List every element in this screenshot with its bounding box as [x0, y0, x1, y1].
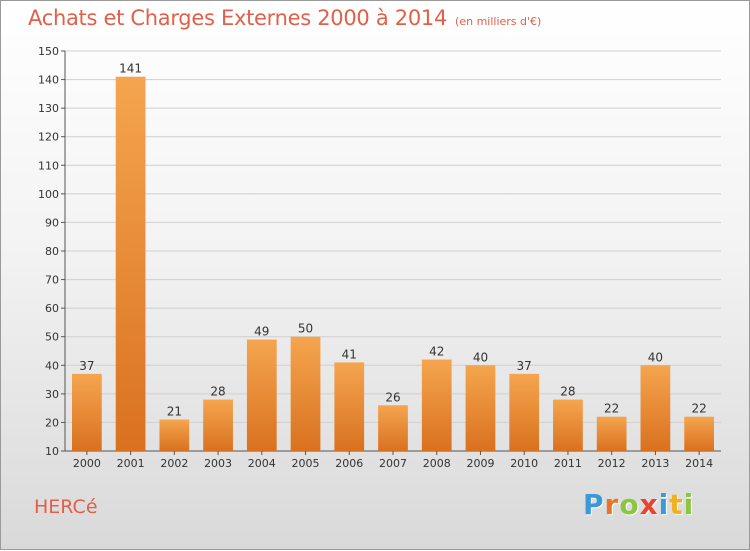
x-tick-label-2009: 2009 — [466, 457, 494, 470]
x-tick-label-2003: 2003 — [204, 457, 232, 470]
data-label-2013: 40 — [648, 350, 663, 364]
y-tick-label: 70 — [45, 274, 59, 287]
data-label-2008: 42 — [429, 345, 444, 359]
chart-unit: (en milliers d'€) — [455, 15, 542, 28]
bar-2004 — [246, 339, 277, 451]
x-tick-label-2006: 2006 — [335, 457, 363, 470]
bar-2006 — [334, 362, 365, 451]
data-label-2009: 40 — [473, 350, 488, 364]
y-tick-label: 100 — [38, 188, 59, 201]
data-label-2007: 26 — [385, 390, 400, 404]
data-label-2005: 50 — [298, 322, 313, 336]
logo-letter: i — [658, 488, 670, 521]
y-tick-label: 60 — [45, 302, 59, 315]
data-label-2011: 28 — [560, 385, 575, 399]
y-tick-label: 40 — [45, 359, 59, 372]
data-label-2012: 22 — [604, 402, 619, 416]
y-tick-label: 50 — [45, 331, 59, 344]
data-label-2014: 22 — [691, 402, 706, 416]
y-tick-label: 30 — [45, 388, 59, 401]
bar-2013 — [640, 365, 671, 451]
y-tick-label: 20 — [45, 416, 59, 429]
y-tick-label: 90 — [45, 216, 59, 229]
data-label-2001: 141 — [119, 62, 142, 76]
x-tick-label-2013: 2013 — [641, 457, 669, 470]
bar-2002 — [159, 419, 190, 451]
x-tick-label-2001: 2001 — [117, 457, 145, 470]
y-tick-label: 10 — [45, 445, 59, 458]
y-tick-label: 80 — [45, 245, 59, 258]
bar-2000 — [71, 373, 102, 451]
x-tick-label-2008: 2008 — [423, 457, 451, 470]
chart-title-text: Achats et Charges Externes 2000 à 2014 — [28, 6, 448, 30]
bar-2001 — [115, 76, 146, 451]
logo-letter: t — [669, 488, 684, 521]
logo-letter: o — [619, 488, 640, 521]
bar-2007 — [378, 405, 408, 451]
x-tick-label-2000: 2000 — [73, 457, 101, 470]
bar-2003 — [203, 399, 233, 451]
data-label-2006: 41 — [342, 347, 357, 361]
place-name: HERCé — [34, 496, 98, 518]
logo-letter: i — [683, 488, 695, 521]
data-label-2000: 37 — [79, 359, 94, 373]
logo-letter: x — [639, 488, 659, 521]
data-label-2002: 21 — [167, 405, 182, 419]
bar-2011 — [553, 399, 583, 451]
y-tick-label: 140 — [38, 74, 59, 87]
bar-2008 — [421, 359, 452, 451]
bar-2012 — [596, 416, 627, 451]
x-tick-label-2002: 2002 — [160, 457, 188, 470]
data-label-2003: 28 — [210, 385, 225, 399]
bar-2009 — [465, 365, 496, 451]
bar-2014 — [684, 416, 715, 451]
x-tick-label-2007: 2007 — [379, 457, 407, 470]
x-tick-label-2011: 2011 — [554, 457, 582, 470]
y-tick-label: 130 — [38, 102, 59, 115]
bar-2005 — [290, 336, 321, 451]
x-tick-label-2004: 2004 — [248, 457, 276, 470]
bar-2010 — [509, 373, 540, 451]
y-tick-label: 120 — [38, 131, 59, 144]
y-tick-label: 110 — [38, 159, 59, 172]
x-tick-label-2010: 2010 — [510, 457, 538, 470]
logo-letter: P — [583, 488, 605, 521]
logo-letter: r — [604, 488, 620, 521]
x-tick-label-2005: 2005 — [292, 457, 320, 470]
y-tick-label: 150 — [38, 45, 59, 58]
x-tick-label-2012: 2012 — [598, 457, 626, 470]
data-label-2004: 49 — [254, 325, 269, 339]
chart-title: Achats et Charges Externes 2000 à 2014 (e… — [28, 6, 541, 30]
data-label-2010: 37 — [517, 359, 532, 373]
proxiti-logo: Proxiti — [583, 488, 694, 521]
x-tick-label-2014: 2014 — [685, 457, 713, 470]
